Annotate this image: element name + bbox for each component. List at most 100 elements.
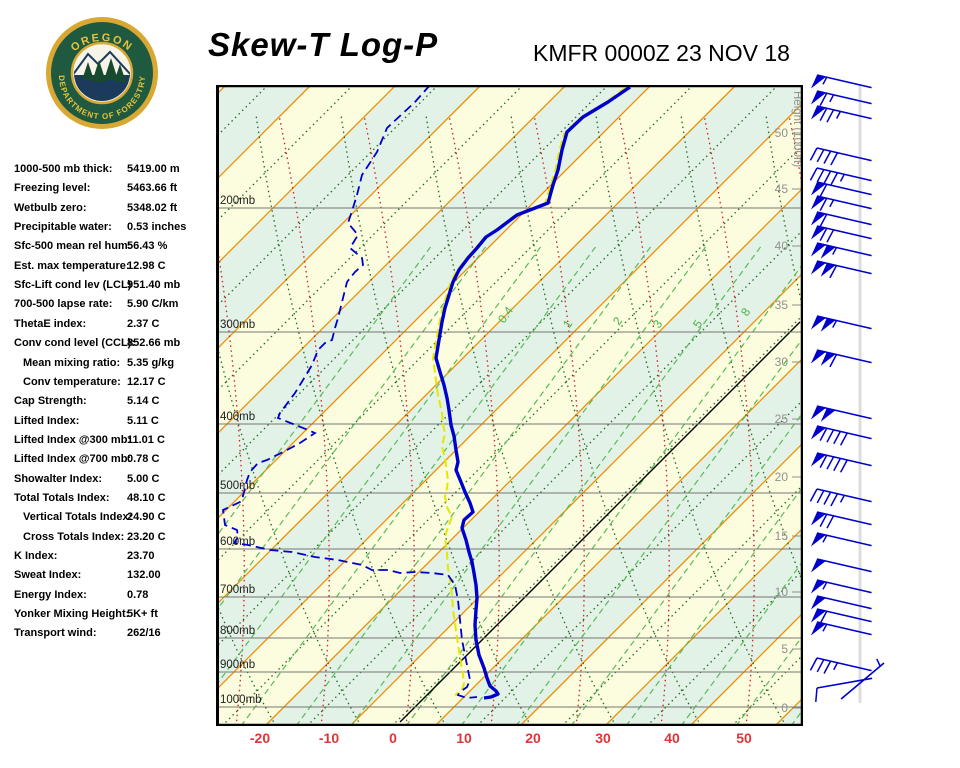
index-row: Lifted Index @300 mb: 11.01 C: [14, 434, 214, 453]
index-value: 23.70: [127, 550, 155, 562]
index-value: 262/16: [127, 627, 161, 640]
index-value: 56.43 %: [127, 240, 168, 253]
index-label: Lifted Index @300 mb:: [14, 433, 132, 446]
wind-barb: [810, 579, 872, 594]
index-label: Vertical Totals Index:: [23, 511, 133, 524]
page-title: Skew-T Log-P: [208, 26, 439, 63]
index-label: Total Totals Index:: [14, 491, 110, 504]
index-row: 700-500 lapse rate: 5.90 C/km: [14, 298, 214, 317]
skewt-chart: 200mb 300mb 400mb 500mb 600mb 700mb 800mb 900mb…: [0, 84, 960, 727]
index-value: 5K+ ft: [127, 608, 158, 621]
index-label: Wetbulb zero:: [14, 201, 87, 214]
pressure-label: 900mb: [220, 659, 255, 671]
index-label: Conv temperature:: [23, 375, 121, 388]
index-row: Conv cond level (CCL): 852.66 mb: [14, 337, 214, 356]
index-value: 852.66 mb: [127, 337, 181, 350]
temp-tick-label: 20: [525, 730, 541, 746]
index-value: 24.90 C: [127, 511, 166, 524]
index-value: 5.90 C/km: [127, 298, 179, 311]
wind-barb: [809, 488, 872, 507]
pressure-label: 500mb: [220, 480, 255, 492]
wind-barb: [810, 74, 872, 89]
temp-tick-label: 10: [456, 730, 472, 746]
index-value: 5348.02 ft: [127, 201, 178, 214]
index-label: Energy Index:: [14, 588, 87, 601]
index-label: Lifted Index @700 mb:: [14, 453, 132, 466]
wind-barb: [810, 105, 872, 123]
height-tick-label: 40: [775, 239, 789, 253]
index-label: 1000-500 mb thick:: [14, 163, 113, 175]
temp-tick-label: 0: [389, 730, 397, 746]
index-label: Freezing level:: [14, 182, 91, 195]
index-value: 12.17 C: [127, 375, 166, 388]
wind-barb: [810, 558, 872, 573]
index-row: K Index: 23.70: [14, 550, 214, 569]
station-datetime-title: KMFR 0000Z 23 NOV 18: [533, 40, 790, 66]
height-tick-label: 25: [775, 412, 789, 426]
index-row: Total Totals Index: 48.10 C: [14, 492, 214, 511]
index-value: 951.40 mb: [127, 279, 181, 292]
index-value: 48.10 C: [127, 491, 166, 504]
wind-barb: [810, 425, 872, 446]
index-row: Sweat Index: 132.00: [14, 569, 214, 588]
pressure-label: 1000mb: [220, 694, 262, 706]
index-label: Sfc-Lift cond lev (LCL): [14, 279, 132, 292]
index-value: 11.01 C: [127, 433, 165, 446]
temp-tick-label: 50: [736, 730, 752, 746]
index-label: ThetaE index:: [14, 317, 87, 330]
index-label: Sweat Index:: [14, 569, 82, 582]
index-row: Showalter Index: 5.00 C: [14, 473, 214, 492]
wind-barb: [840, 658, 885, 700]
wind-barb: [810, 211, 872, 227]
index-label: Lifted Index:: [14, 414, 80, 427]
index-row: Wetbulb zero: 5348.02 ft: [14, 202, 214, 221]
wind-barb: [810, 532, 872, 547]
wind-barb: [810, 511, 872, 529]
height-axis-title: Height (1000ft): [791, 91, 803, 167]
index-row: Conv temperature: 12.17 C: [14, 376, 214, 395]
index-value: 12.98 C: [127, 259, 166, 272]
temp-tick-label: -10: [318, 730, 340, 746]
height-tick-label: 45: [775, 182, 789, 196]
wind-barb: [810, 195, 872, 211]
index-value: 5.14 C: [127, 395, 160, 408]
index-label: Sfc-500 mean rel hum:: [14, 240, 132, 253]
height-tick-label: 5: [781, 642, 788, 656]
index-value: 0.53 inches: [127, 221, 187, 234]
index-label: Transport wind:: [14, 627, 97, 640]
temp-tick-label: 30: [595, 730, 611, 746]
wind-barb: [810, 315, 872, 332]
height-tick-label: 10: [775, 585, 789, 599]
wind-barb: [810, 260, 872, 279]
index-row: Cap Strength: 5.14 C: [14, 395, 214, 414]
index-row: Sfc-500 mean rel hum: 56.43 %: [14, 240, 214, 259]
height-tick-label: 20: [775, 470, 789, 484]
index-row: ThetaE index: 2.37 C: [14, 318, 214, 337]
index-label: Conv cond level (CCL):: [14, 337, 136, 350]
temperature-trace: [434, 85, 631, 700]
pressure-label: 200mb: [220, 195, 255, 207]
wind-barb: [809, 167, 872, 186]
wind-barb: [810, 90, 872, 106]
pressure-label: 700mb: [220, 584, 255, 596]
pressure-label: 800mb: [220, 625, 255, 637]
index-row: Mean mixing ratio: 5.35 g/kg: [14, 357, 214, 376]
wind-barb: [810, 242, 872, 259]
height-tick-label: 15: [775, 529, 789, 543]
index-value: 5463.66 ft: [127, 182, 178, 195]
index-label: 700-500 lapse rate:: [14, 298, 113, 311]
index-value: 5.35 g/kg: [127, 356, 175, 369]
index-row: Est. max temperature: 12.98 C: [14, 260, 214, 279]
wind-barb: [810, 452, 872, 473]
index-row: Sfc-Lift cond lev (LCL) 951.40 mb: [14, 279, 214, 298]
odf-logo: OREGON DEPARTMENT OF FORESTRY: [44, 10, 160, 143]
index-value: 0.78 C: [127, 453, 160, 466]
index-label: Cap Strength:: [14, 395, 87, 408]
index-value: 132.00: [127, 569, 161, 582]
wind-barb-column: [800, 55, 960, 735]
logo-forest-scene: [74, 50, 130, 101]
wind-barb: [810, 225, 872, 243]
height-tick-label: 30: [775, 355, 789, 369]
temp-tick-label: -20: [249, 730, 271, 746]
